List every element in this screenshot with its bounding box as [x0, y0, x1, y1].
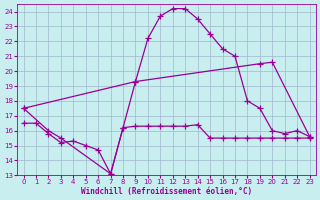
- X-axis label: Windchill (Refroidissement éolien,°C): Windchill (Refroidissement éolien,°C): [81, 187, 252, 196]
